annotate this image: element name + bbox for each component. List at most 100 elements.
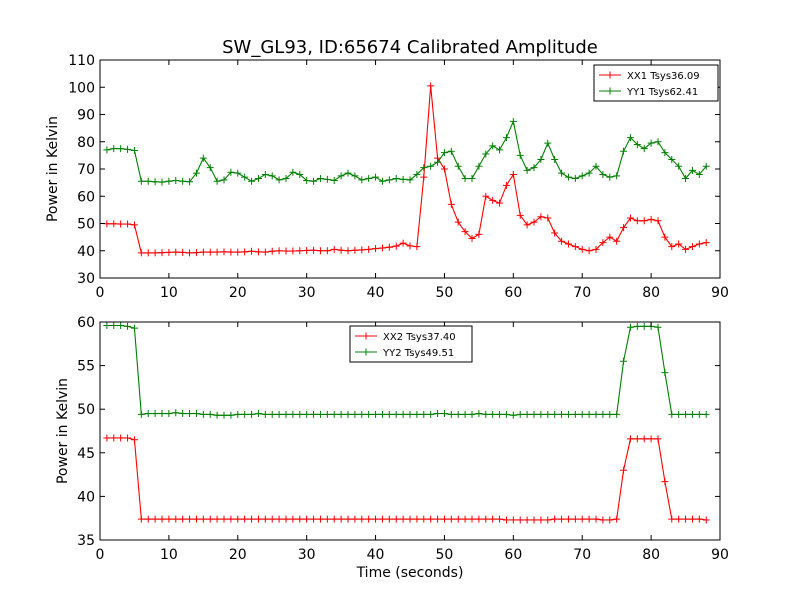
data-point: [192, 249, 200, 257]
data-point: [654, 217, 662, 225]
data-point: [661, 233, 669, 241]
data-point: [434, 410, 442, 418]
data-point: [254, 248, 262, 256]
data-point: [544, 139, 552, 147]
data-point: [606, 173, 614, 181]
data-point: [227, 168, 235, 176]
data-point: [241, 248, 249, 256]
x-tick-label: 20: [229, 285, 247, 301]
data-point: [502, 516, 510, 524]
legend: XX2 Tsys37.40 YY2 Tsys49.51: [349, 325, 473, 363]
data-point: [165, 248, 173, 256]
data-point: [613, 237, 621, 245]
data-point: [640, 145, 648, 153]
data-point: [523, 516, 531, 524]
data-point: [289, 247, 297, 255]
data-point: [702, 516, 710, 524]
data-point: [358, 410, 366, 418]
data-point: [351, 515, 359, 523]
data-point: [578, 410, 586, 418]
series-1: [103, 434, 710, 524]
data-point: [571, 175, 579, 183]
data-point: [330, 245, 338, 253]
data-point: [564, 240, 572, 248]
data-point: [130, 146, 138, 154]
y-tick-label: 35: [77, 533, 95, 549]
data-point: [310, 246, 318, 254]
data-point: [427, 410, 435, 418]
data-point: [172, 176, 180, 184]
y-tick-label: 50: [77, 217, 95, 233]
data-point: [227, 248, 235, 256]
data-point: [620, 224, 628, 232]
data-point: [509, 516, 517, 524]
data-point: [351, 172, 359, 180]
data-point: [682, 515, 690, 523]
data-point: [199, 248, 207, 256]
data-point: [558, 515, 566, 523]
data-point: [482, 515, 490, 523]
data-point: [599, 239, 607, 247]
data-point: [199, 154, 207, 162]
data-point: [558, 237, 566, 245]
data-point: [702, 410, 710, 418]
data-point: [668, 515, 676, 523]
data-point: [509, 411, 517, 419]
data-point: [372, 173, 380, 181]
y-tick-label: 100: [68, 80, 95, 96]
data-point: [695, 240, 703, 248]
data-point: [640, 322, 648, 330]
data-point: [303, 176, 311, 184]
x-tick-label: 70: [573, 285, 591, 301]
data-point: [254, 515, 262, 523]
data-point: [482, 150, 490, 158]
data-point: [564, 410, 572, 418]
data-point: [372, 515, 380, 523]
data-point: [468, 175, 476, 183]
data-point: [241, 173, 249, 181]
x-tick-label: 20: [229, 547, 247, 563]
data-point: [461, 410, 469, 418]
data-point: [454, 162, 462, 170]
data-point: [482, 192, 490, 200]
data-point: [626, 134, 634, 142]
series-2: [103, 117, 710, 186]
data-point: [420, 164, 428, 172]
data-point: [220, 248, 228, 256]
data-point: [626, 435, 634, 443]
data-point: [496, 146, 504, 154]
legend-item: YY2 Tsys49.51: [355, 348, 454, 359]
data-point: [344, 169, 352, 177]
data-point: [454, 410, 462, 418]
data-point: [351, 410, 359, 418]
y-axis-label: Power in Kelvin: [45, 116, 61, 222]
data-point: [489, 196, 497, 204]
data-point: [544, 410, 552, 418]
data-point: [124, 220, 132, 228]
data-point: [261, 248, 269, 256]
data-point: [668, 243, 676, 251]
data-point: [626, 323, 634, 331]
data-point: [413, 243, 421, 251]
data-point: [151, 515, 159, 523]
data-point: [585, 515, 593, 523]
data-point: [261, 410, 269, 418]
data-point: [248, 247, 256, 255]
data-point: [268, 410, 276, 418]
x-tick-label: 40: [367, 285, 385, 301]
data-point: [165, 410, 173, 418]
data-point: [206, 248, 214, 256]
x-tick-label: 80: [642, 285, 660, 301]
y-tick-label: 40: [77, 489, 95, 505]
data-point: [179, 177, 187, 185]
legend-label: YY1 Tsys62.41: [626, 87, 698, 98]
data-point: [385, 243, 393, 251]
x-tick-label: 80: [642, 547, 660, 563]
y-tick-label: 70: [77, 162, 95, 178]
data-point: [399, 515, 407, 523]
data-point: [275, 515, 283, 523]
data-point: [378, 244, 386, 252]
data-point: [571, 515, 579, 523]
data-point: [337, 246, 345, 254]
data-point: [172, 515, 180, 523]
